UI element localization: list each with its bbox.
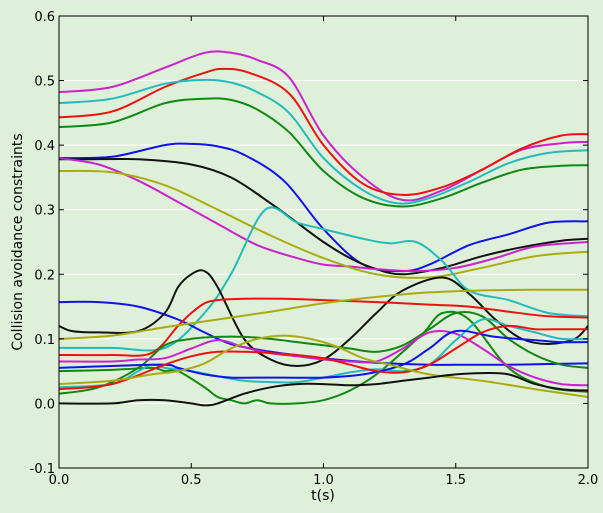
y-tick-label: 0.1 [34,333,55,348]
x-tick-label: 1.5 [445,473,466,488]
x-tick-label: 1.0 [313,473,334,488]
y-tick-label: 0.2 [34,268,55,283]
x-tick-label: 0.0 [49,473,70,488]
x-tick-label: 2.0 [578,473,599,488]
y-tick-label: 0.5 [34,75,55,90]
x-tick-label: 0.5 [181,473,202,488]
y-tick-label: 0.3 [34,204,55,219]
y-tick-label: 0.4 [34,139,55,154]
x-axis-label: t(s) [311,488,335,504]
y-tick-label: 0.6 [34,10,55,25]
y-axis-label: Collision avoidance constraints [10,133,26,350]
y-tick-label: 0.0 [34,397,55,412]
